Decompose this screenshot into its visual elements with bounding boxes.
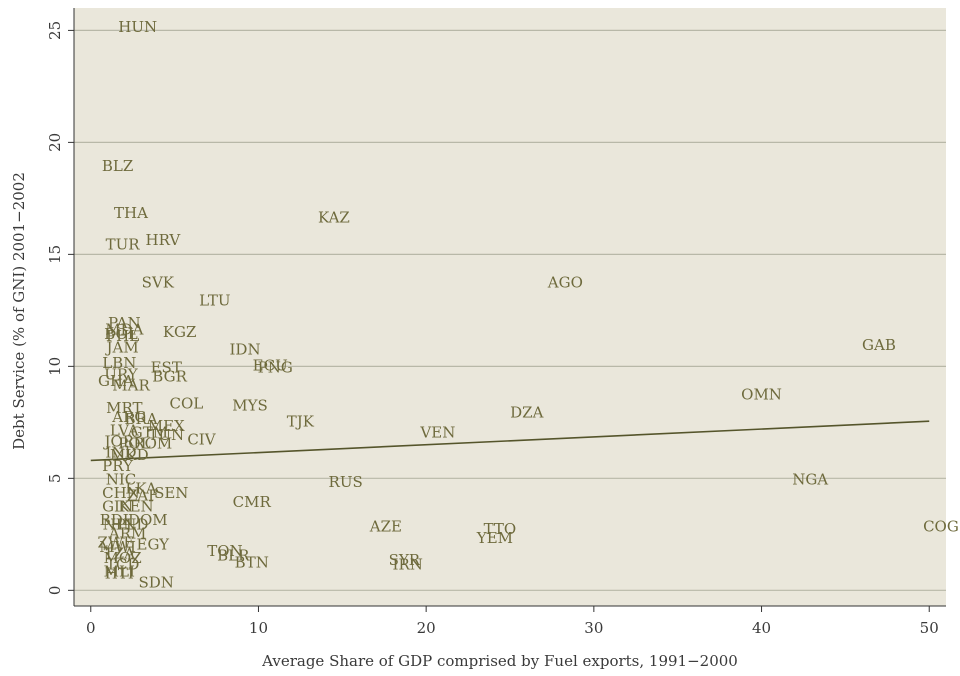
- point-nga: NGA: [792, 471, 828, 489]
- point-mda: MDA: [105, 321, 143, 339]
- point-zwe: ZWE: [98, 533, 135, 551]
- point-tza: TZA: [104, 544, 135, 562]
- point-arm: ARM: [108, 524, 147, 542]
- point-rus: RUS: [329, 473, 363, 491]
- x-tick-label: 30: [584, 619, 603, 637]
- point-mkd: MKD: [110, 446, 149, 464]
- point-tur: TUR: [106, 235, 141, 253]
- point-ven: VEN: [419, 424, 455, 442]
- point-pry: PRY: [102, 457, 134, 475]
- point-blr: BLR: [217, 547, 250, 565]
- point-ton: TON: [207, 542, 242, 560]
- point-mwi: MWI: [99, 538, 136, 556]
- point-egy: EGY: [137, 536, 171, 554]
- point-arg: ARG: [111, 408, 146, 426]
- point-gab: GAB: [862, 336, 896, 354]
- point-bdi: BDI: [100, 511, 129, 529]
- tick-marks: [68, 29, 930, 612]
- point-omn: OMN: [741, 385, 782, 403]
- point-syr: SYR: [389, 551, 421, 569]
- point-hun: HUN: [118, 18, 157, 36]
- point-tcd: TCD: [106, 556, 140, 574]
- y-axis-title: Debt Service (% of GNI) 2001−2002: [10, 172, 28, 450]
- point-lbn: LBN: [102, 354, 136, 372]
- point-hti: HTI: [105, 565, 134, 583]
- point-irn: IRN: [393, 556, 423, 574]
- point-hnd: HND: [110, 515, 148, 533]
- point-rom: ROM: [133, 435, 172, 453]
- point-est: EST: [151, 359, 182, 377]
- point-hrv: HRV: [146, 231, 182, 249]
- point-civ: CIV: [187, 430, 216, 448]
- point-nic: NIC: [106, 471, 137, 489]
- x-axis-title: Average Share of GDP comprised by Fuel e…: [261, 652, 738, 670]
- point-phl: PHL: [106, 327, 139, 345]
- point-ken: KEN: [118, 497, 153, 515]
- point-mrt: MRT: [106, 399, 142, 417]
- point-mar: MAR: [112, 377, 150, 395]
- point-blz: BLZ: [102, 157, 133, 175]
- point-gha: GHA: [98, 372, 134, 390]
- point-bra: BRA: [124, 410, 157, 428]
- y-tick-label: 5: [46, 474, 64, 484]
- point-sdn: SDN: [138, 574, 173, 592]
- point-lva: LVA: [110, 421, 139, 439]
- point-moz: MOZ: [104, 549, 142, 567]
- point-ury: URY: [104, 365, 138, 383]
- point-col: COL: [169, 394, 203, 412]
- point-idn: IDN: [230, 341, 261, 359]
- point-cmr: CMR: [233, 493, 272, 511]
- point-lka: LKA: [125, 480, 157, 498]
- point-tjk: TJK: [287, 412, 315, 430]
- point-mli: MLI: [104, 562, 135, 580]
- point-aze: AZE: [369, 518, 402, 536]
- point-kaz: KAZ: [318, 209, 350, 227]
- x-tick-label: 40: [752, 619, 771, 637]
- point-yem: YEM: [476, 529, 513, 547]
- point-pol: POL: [118, 435, 150, 453]
- x-tick-label: 10: [249, 619, 268, 637]
- point-gin: GIN: [102, 497, 133, 515]
- point-ecu: ECU: [253, 356, 288, 374]
- point-gtm: GTM: [131, 424, 168, 442]
- point-mex: MEX: [148, 417, 185, 435]
- point-cog: COG: [923, 518, 959, 536]
- point-btn: BTN: [235, 553, 269, 571]
- y-tick-label: 10: [46, 357, 64, 376]
- point-jam: JAM: [105, 338, 139, 356]
- point-tto: TTO: [484, 520, 517, 538]
- point-mys: MYS: [232, 397, 268, 415]
- point-zaf: ZAF: [127, 486, 159, 504]
- point-ltu: LTU: [199, 291, 230, 309]
- y-tick-label: 20: [46, 133, 64, 152]
- point-npl: NPL: [103, 515, 136, 533]
- point-kgz: KGZ: [163, 323, 197, 341]
- point-pan: PAN: [108, 314, 141, 332]
- point-bol: BOL: [104, 325, 138, 343]
- plot-area: [74, 8, 946, 606]
- point-ago: AGO: [547, 273, 583, 291]
- point-svk: SVK: [142, 273, 175, 291]
- gridlines: [74, 29, 946, 591]
- fit-line: [90, 420, 930, 462]
- x-tick-label: 20: [417, 619, 436, 637]
- point-ind: IND: [105, 444, 136, 462]
- y-tick-label: 0: [46, 586, 64, 596]
- x-tick-label: 0: [86, 619, 96, 637]
- point-tun: TUN: [148, 426, 184, 444]
- point-tha: THA: [114, 204, 148, 222]
- y-tick-label: 15: [46, 245, 64, 264]
- axes: [73, 8, 946, 607]
- point-dza: DZA: [510, 403, 543, 421]
- point-png: PNG: [258, 359, 293, 377]
- point-chn: CHN: [102, 484, 140, 502]
- point-dom: DOM: [128, 511, 168, 529]
- point-sen: SEN: [154, 484, 188, 502]
- x-tick-label: 50: [920, 619, 939, 637]
- point-bgr: BGR: [152, 368, 187, 386]
- y-tick-label: 25: [46, 21, 64, 40]
- point-jor: JOR: [102, 433, 134, 451]
